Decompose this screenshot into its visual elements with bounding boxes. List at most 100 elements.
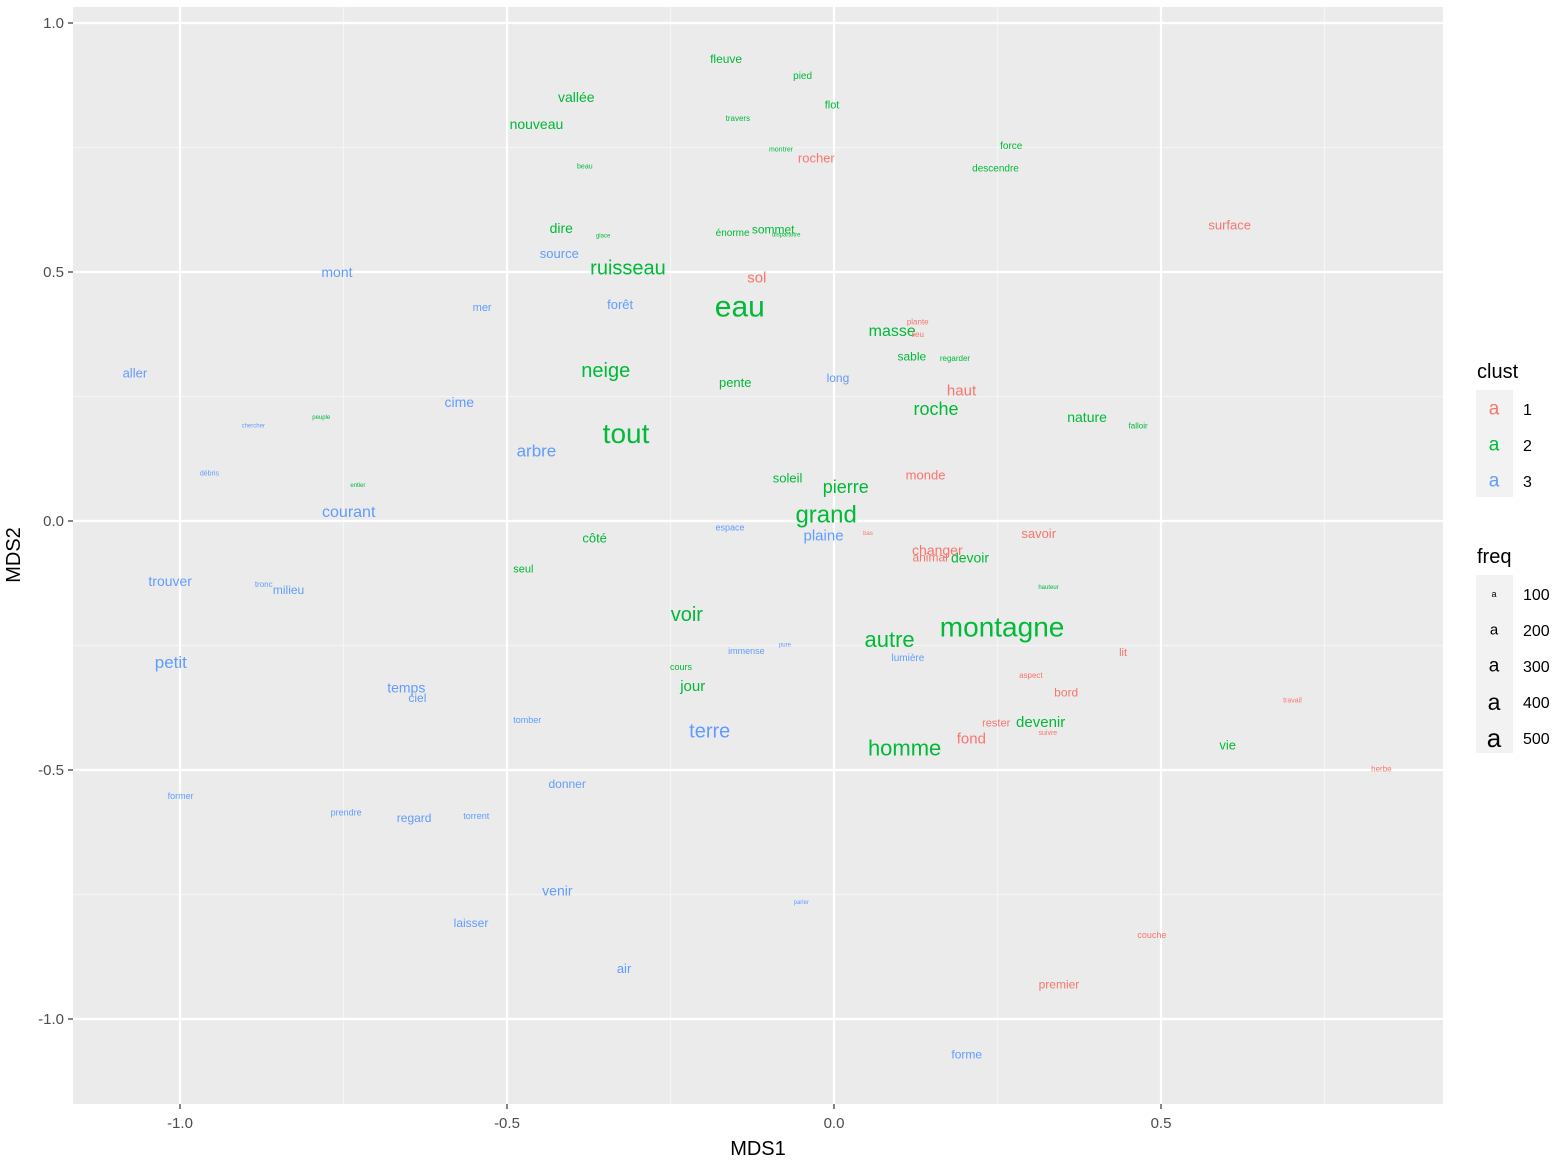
word-label: homme (868, 736, 941, 761)
word-label: fleuve (710, 52, 742, 66)
word-label: trouver (148, 573, 192, 589)
word-label: espace (715, 522, 744, 532)
word-label: bord (1054, 685, 1078, 699)
word-label: énorme (716, 228, 750, 239)
word-label: pure (779, 643, 792, 649)
legend-freq-key-glyph: a (1490, 622, 1499, 639)
y-tick-label: -1.0 (38, 1011, 64, 1028)
minor-gridlines (73, 7, 1443, 1104)
word-label: eau (715, 290, 765, 323)
legend-clust-key-glyph: a (1489, 435, 1500, 456)
legend-clust-title: clust (1477, 361, 1519, 383)
legend-freq-label: 100 (1523, 587, 1550, 604)
word-label: neige (581, 360, 630, 382)
x-axis-title: MDS1 (730, 1138, 786, 1160)
word-label: mont (321, 264, 352, 280)
word-label: flot (825, 100, 840, 112)
word-label: rocher (798, 150, 836, 165)
legend-freq-key-glyph: a (1487, 723, 1502, 753)
word-label: haut (947, 383, 977, 400)
word-label: chercher (242, 423, 265, 429)
word-label: devenir (1016, 714, 1065, 731)
word-label: glace (596, 234, 611, 240)
y-axis-title: MDS2 (3, 527, 25, 583)
word-label: montagne (940, 612, 1065, 643)
word-label: hauteur (1038, 585, 1058, 591)
word-label: côté (582, 530, 607, 545)
word-label: beau (577, 163, 593, 170)
legend-freq-title: freq (1477, 546, 1511, 568)
word-label: mer (473, 302, 492, 314)
word-label: petit (155, 653, 187, 672)
legend-freq-key-glyph: a (1489, 656, 1500, 677)
word-label: forme (951, 1047, 982, 1061)
word-label: parler (794, 900, 809, 906)
y-tick-label: 0.0 (43, 513, 64, 530)
word-label: lumière (892, 653, 925, 664)
word-label: aller (123, 366, 148, 381)
word-label: disparaître (772, 233, 801, 239)
word-label: bas (863, 531, 873, 537)
word-label: ciel (408, 691, 426, 705)
word-label: long (827, 371, 850, 385)
word-label: falloir (1129, 421, 1148, 430)
x-tick-label: 0.0 (824, 1115, 845, 1132)
word-label: autre (865, 627, 915, 652)
word-label: entier (350, 483, 365, 489)
word-label: nature (1067, 409, 1107, 425)
x-axis: -1.0 -0.5 0.0 0.5 (167, 1104, 1171, 1132)
word-label: rester (982, 718, 1010, 730)
y-tick-label: -0.5 (38, 762, 64, 779)
word-label: cours (670, 662, 693, 672)
word-label: vie (1219, 738, 1236, 753)
word-label: pierre (823, 477, 869, 497)
word-label: venir (542, 883, 573, 899)
word-label: pente (719, 375, 752, 390)
legend-clust-key-glyph: a (1489, 471, 1500, 492)
word-label: tout (603, 418, 650, 449)
word-label: jour (679, 678, 705, 695)
word-label: surface (1208, 218, 1251, 233)
legend-freq-key-glyph: a (1488, 689, 1501, 715)
word-label: roche (914, 399, 959, 419)
word-label: arbre (517, 441, 557, 460)
word-label: former (168, 791, 194, 801)
word-label: changer (912, 542, 963, 558)
word-label: immense (728, 646, 765, 656)
legend-freq-key-glyph: a (1491, 589, 1496, 599)
word-label: terre (689, 721, 730, 743)
word-label: courant (322, 504, 376, 521)
x-tick-label: -1.0 (167, 1115, 193, 1132)
word-label: travers (726, 114, 750, 123)
word-label: laisser (454, 916, 489, 930)
word-label: fond (957, 731, 986, 748)
legend-freq-label: 200 (1523, 623, 1550, 640)
word-label: ruisseau (590, 258, 666, 280)
word-label: cime (444, 394, 474, 410)
word-label: lieu (911, 330, 923, 339)
word-label: force (1000, 141, 1023, 152)
word-label: animal (912, 550, 947, 564)
word-label: dire (550, 220, 574, 236)
word-label: couche (1137, 930, 1166, 940)
word-label: source (540, 246, 579, 261)
word-label: montrer (769, 146, 794, 153)
y-tick-label: 1.0 (43, 15, 64, 32)
x-tick-label: 0.5 (1151, 1115, 1172, 1132)
legend-freq-label: 300 (1523, 659, 1550, 676)
word-label: seul (513, 563, 533, 575)
word-label: tomber (513, 715, 541, 725)
word-label: suivre (1039, 730, 1058, 737)
legend-clust-label: 2 (1523, 438, 1532, 455)
word-label: aspect (1019, 671, 1043, 680)
word-label: herbe (1371, 765, 1392, 774)
major-gridlines (73, 7, 1443, 1104)
word-label: air (617, 961, 632, 976)
word-label: nouveau (510, 116, 564, 132)
word-label: travail (1283, 697, 1302, 704)
word-label: monde (906, 468, 946, 483)
x-tick-label: -0.5 (494, 1115, 520, 1132)
word-label: vallée (558, 89, 595, 105)
word-label: sol (747, 269, 766, 286)
word-label: regard (397, 811, 432, 825)
